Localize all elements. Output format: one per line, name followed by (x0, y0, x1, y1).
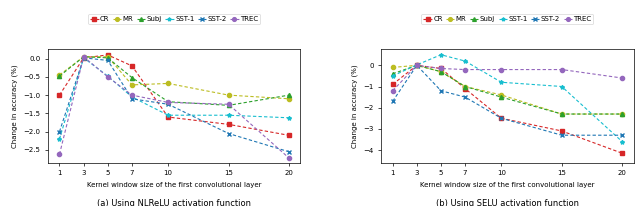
Y-axis label: Change in accuracy (%): Change in accuracy (%) (351, 64, 358, 148)
X-axis label: Kernel window size of the first convolutional layer: Kernel window size of the first convolut… (87, 182, 262, 188)
Y-axis label: Change in accuracy (%): Change in accuracy (%) (11, 64, 18, 148)
Legend: CR, MR, Subj, SST-1, SST-2, TREC: CR, MR, Subj, SST-1, SST-2, TREC (88, 14, 260, 24)
Title: (b) Using SELU activation function: (b) Using SELU activation function (436, 199, 579, 206)
X-axis label: Kernel window size of the first convolutional layer: Kernel window size of the first convolut… (420, 182, 595, 188)
Title: (a) Using NLReLU activation function: (a) Using NLReLU activation function (97, 199, 252, 206)
Legend: CR, MR, Subj, SST-1, SST-2, TREC: CR, MR, Subj, SST-1, SST-2, TREC (421, 14, 593, 24)
